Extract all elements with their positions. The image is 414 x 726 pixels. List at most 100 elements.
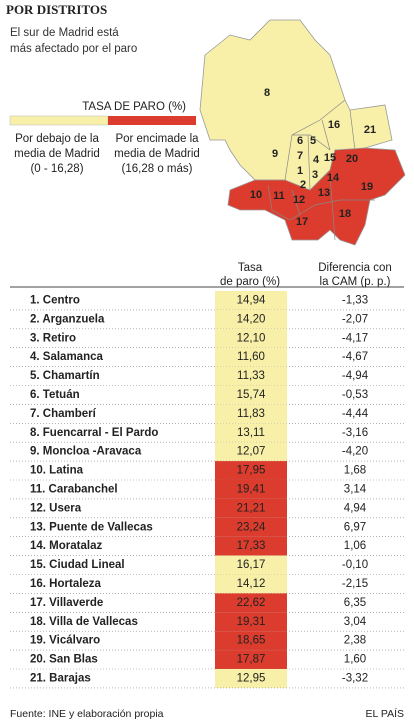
district-number: 1 [297,165,303,177]
district-name: 8. Fuencarral - El Pardo [30,427,158,439]
difference: 1,06 [344,540,366,552]
difference: 6,35 [344,597,366,609]
column-header: Diferencia con [318,262,392,274]
rate: 19,31 [237,616,266,628]
rate-cell [215,631,287,651]
rate-cell [215,442,287,462]
rate-cell [215,291,287,310]
difference: 2,38 [344,635,366,647]
district-number: 13 [318,187,330,199]
rate-cell [215,328,287,348]
difference: -4,67 [342,351,368,363]
district-name: 20. San Blas [30,654,98,666]
district-name: 21. Barajas [30,672,91,684]
rate: 12,95 [237,672,266,684]
rate-cell [215,309,287,329]
rate-cell [215,669,287,688]
district-number: 3 [312,169,318,181]
difference: -4,94 [342,370,369,382]
rate: 19,41 [237,483,266,495]
district-name: 15. Ciudad Lineal [30,559,125,571]
rate-cell [215,404,287,424]
district-number: 7 [297,150,303,162]
difference: -4,20 [342,446,368,458]
district-name: 6. Tetuán [30,389,80,401]
rate-cell [215,555,287,575]
district-number: 6 [297,135,303,147]
credit: EL PAÍS [365,707,404,720]
rate-cell [215,612,287,632]
difference: 4,94 [344,502,367,514]
difference: 1,68 [344,465,366,477]
legend-label: (0 - 16,28) [30,163,83,175]
difference: -0,53 [342,389,368,401]
rate: 13,11 [237,427,265,439]
rate-cell [215,536,287,556]
district-name: 9. Moncloa -Aravaca [30,446,142,458]
column-header: Tasa [238,262,263,274]
map-borders [267,99,375,241]
rate: 18,65 [237,635,266,647]
district-number: 21 [364,124,376,136]
legend-title: TASA DE PARO (%) [82,101,186,113]
district-name: 17. Villaverde [30,597,103,609]
district-name: 5. Chamartín [30,370,100,382]
district-number: 8 [264,87,270,99]
district-number: 16 [328,119,340,131]
legend-swatch [9,115,109,126]
source: Fuente: INE y elaboración propia [10,708,164,720]
rate: 12,10 [237,332,266,344]
rate: 21,21 [237,502,266,514]
district-name: 13. Puente de Vallecas [30,521,153,533]
rate-cell [215,517,287,537]
district-number: 14 [327,172,340,184]
subtitle: El sur de Madrid está [10,27,119,39]
rate: 22,62 [237,597,266,609]
rate: 23,24 [237,521,266,533]
district-name: 2. Arganzuela [30,313,105,325]
legend-swatch [108,116,196,125]
difference: -3,32 [342,672,368,684]
difference: -4,44 [342,408,369,420]
district-name: 7. Chamberí [30,408,97,420]
rate: 14,94 [237,294,266,306]
district-name: 16. Hortaleza [30,578,102,590]
district-number: 11 [273,190,285,202]
legend-label: (16,28 o más) [122,163,193,175]
district-number: 17 [296,216,308,228]
difference: -2,15 [342,578,368,590]
district-number: 9 [272,148,278,160]
district-name: 3. Retiro [30,332,76,344]
rate-cell [215,650,287,669]
legend-label: media de Madrid [14,148,100,160]
district-number: 20 [346,153,358,165]
rate-cell [215,385,287,405]
column-header: la CAM (p. p.) [320,276,391,288]
legend-label: Por encimade la [115,133,199,145]
rate: 14,12 [237,578,266,590]
district-name: 1. Centro [30,294,80,306]
district-number: 12 [293,194,305,206]
difference: -1,33 [342,294,368,306]
rate-cell [215,498,287,518]
subtitle: más afectado por el paro [10,43,137,55]
rate-cell [215,593,287,613]
rate-cell [215,423,287,443]
column-header: de paro (%) [220,276,280,288]
map-south [227,147,406,246]
rate-cell [215,366,287,386]
difference: 3,04 [344,616,367,628]
rate: 11,60 [237,351,265,363]
rate: 17,33 [237,540,266,552]
district-number: 5 [310,135,316,147]
difference: 3,14 [344,483,367,495]
rate-cell [215,461,287,480]
difference: -3,16 [342,427,368,439]
district-name: 14. Moratalaz [30,540,102,552]
rate: 12,07 [237,446,266,458]
legend-label: media de Madrid [114,148,200,160]
district-name: 11. Carabanchel [30,483,118,495]
rate-cell [215,347,287,367]
difference: -4,17 [342,332,368,344]
